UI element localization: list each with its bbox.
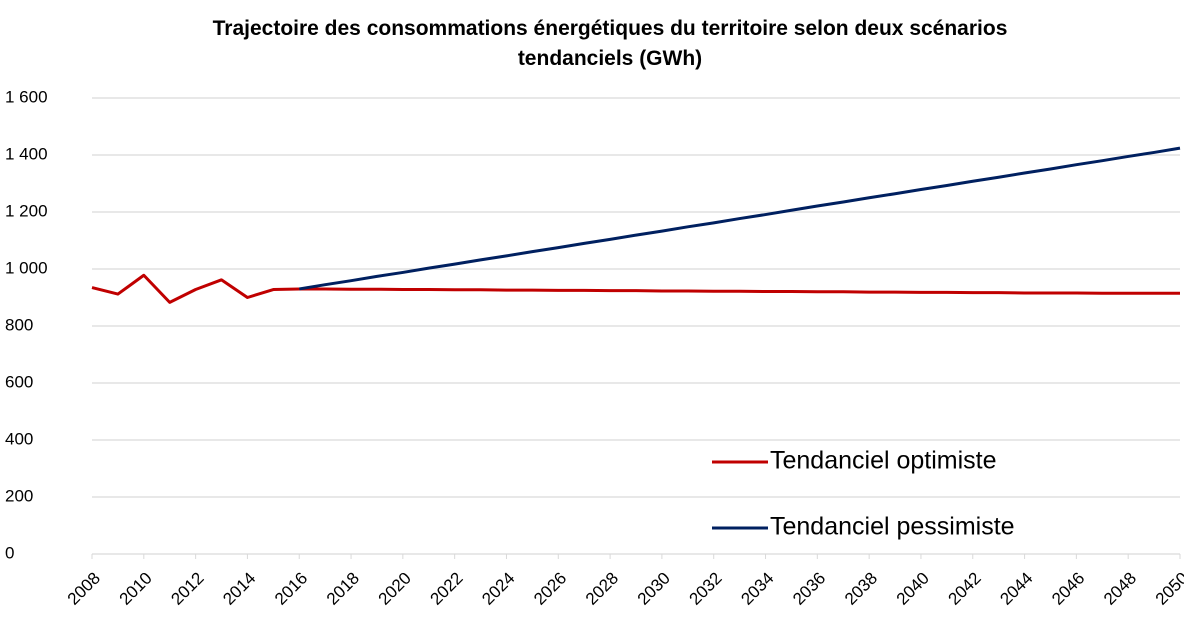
x-tick-label: 2024	[478, 569, 518, 609]
legend-label: Tendanciel pessimiste	[770, 513, 1015, 541]
x-tick-label: 2044	[996, 569, 1036, 609]
x-tick-label: 2042	[945, 569, 985, 609]
x-tick-label: 2028	[582, 569, 622, 609]
x-tick-label: 2026	[530, 569, 570, 609]
x-tick-label: 2018	[323, 569, 363, 609]
series-line	[298, 146, 1181, 291]
x-tick-label: 2038	[841, 569, 881, 609]
x-tick-label: 2046	[1048, 569, 1088, 609]
y-tick-label: 800	[5, 315, 33, 334]
x-tick-label: 2050	[1152, 569, 1184, 609]
y-tick-label: 400	[5, 429, 33, 448]
x-tick-label: 2034	[737, 569, 777, 609]
x-tick-label: 2014	[219, 569, 259, 609]
x-tick-label: 2040	[893, 569, 933, 609]
x-tick-label: 2008	[64, 569, 104, 609]
x-tick-label: 2030	[634, 569, 674, 609]
y-tick-label: 1 000	[5, 258, 48, 277]
y-tick-label: 1 600	[5, 87, 48, 106]
x-tick-label: 2048	[1100, 569, 1140, 609]
y-tick-label: 0	[5, 543, 14, 562]
legend-label: Tendanciel optimiste	[770, 447, 997, 475]
x-tick-label: 2022	[426, 569, 466, 609]
y-tick-label: 600	[5, 372, 33, 391]
y-tick-label: 1 400	[5, 144, 48, 163]
x-tick-label: 2036	[789, 569, 829, 609]
x-tick-label: 2032	[686, 569, 726, 609]
x-tick-label: 2012	[167, 569, 207, 609]
y-tick-label: 1 200	[5, 201, 48, 220]
x-tick-label: 2016	[271, 569, 311, 609]
x-tick-label: 2010	[116, 569, 156, 609]
chart-title: Trajectoire des consommations énergétiqu…	[212, 17, 1008, 70]
series-line	[91, 273, 1180, 304]
y-tick-label: 200	[5, 486, 33, 505]
x-tick-label: 2020	[375, 569, 415, 609]
